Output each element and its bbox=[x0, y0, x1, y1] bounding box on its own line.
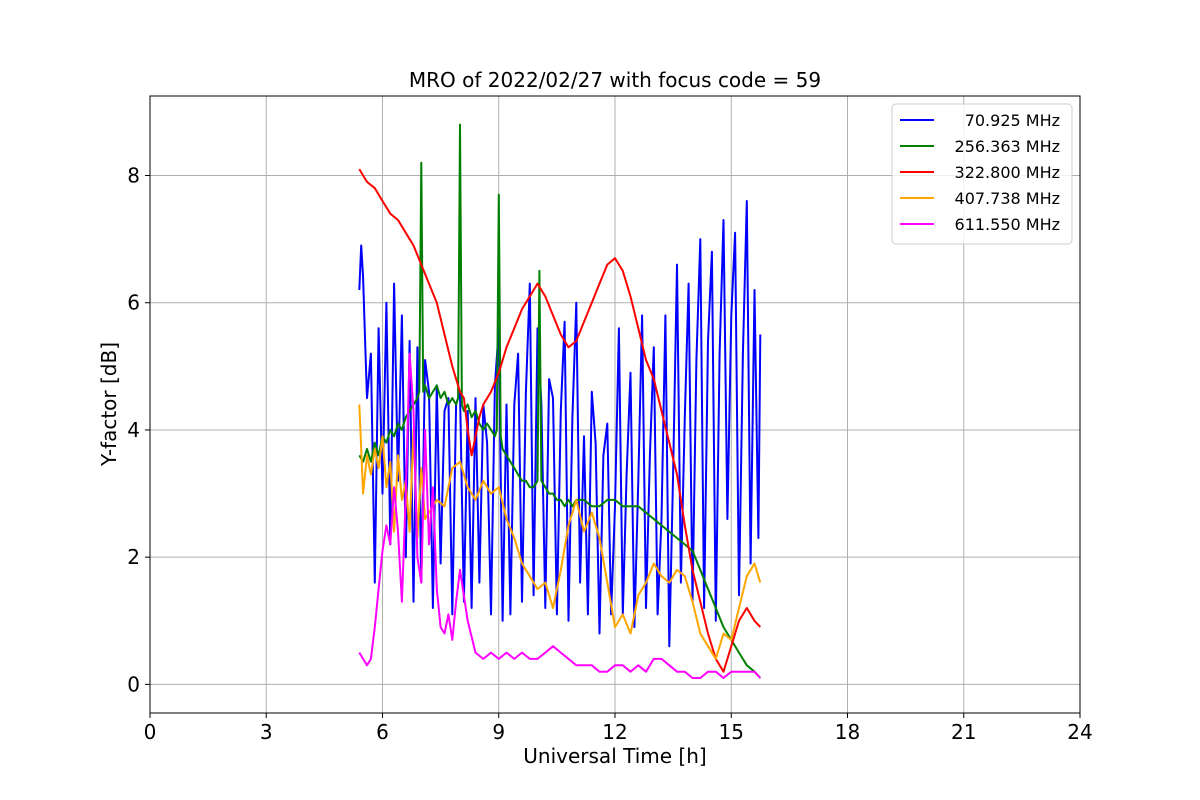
legend-label-2: 322.800 MHz bbox=[955, 163, 1060, 182]
y-axis-label: Y-factor [dB] bbox=[97, 342, 121, 467]
x-tick-label: 6 bbox=[376, 720, 389, 744]
series-group bbox=[358, 123, 762, 679]
x-tick-label: 18 bbox=[835, 720, 860, 744]
y-tick-label: 8 bbox=[127, 164, 140, 188]
x-tick-label: 3 bbox=[260, 720, 273, 744]
series-line-1 bbox=[358, 123, 762, 679]
legend-label-3: 407.738 MHz bbox=[955, 189, 1060, 208]
x-tick-label: 0 bbox=[144, 720, 157, 744]
x-tick-label: 24 bbox=[1067, 720, 1092, 744]
legend-label-1: 256.363 MHz bbox=[955, 137, 1060, 156]
legend: 70.925 MHz 256.363 MHz 322.800 MHz 407.738 … bbox=[891, 103, 1073, 245]
y-tick-label: 4 bbox=[127, 418, 140, 442]
y-tick-label: 0 bbox=[127, 672, 140, 696]
series-line-2 bbox=[358, 168, 762, 673]
x-tick-label: 21 bbox=[951, 720, 976, 744]
y-tick-label: 2 bbox=[127, 545, 140, 569]
x-tick-label: 15 bbox=[719, 720, 744, 744]
legend-box bbox=[891, 103, 1073, 245]
x-tick-label: 9 bbox=[492, 720, 505, 744]
series-line-4 bbox=[358, 352, 762, 679]
series-line-3 bbox=[358, 404, 762, 660]
legend-label-4: 611.550 MHz bbox=[955, 215, 1060, 234]
x-axis-label: Universal Time [h] bbox=[523, 744, 706, 768]
legend-label-0: 70.925 MHz bbox=[965, 111, 1060, 130]
x-tick-label: 12 bbox=[602, 720, 627, 744]
y-tick-label: 6 bbox=[127, 291, 140, 315]
chart-title: MRO of 2022/02/27 with focus code = 59 bbox=[409, 68, 821, 92]
